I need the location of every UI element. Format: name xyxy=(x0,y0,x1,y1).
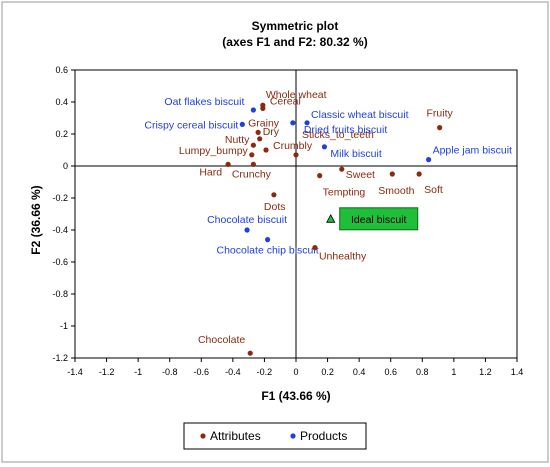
x-tick-label: 1.2 xyxy=(479,367,492,377)
x-axis-label: F1 (43.66 %) xyxy=(261,389,330,403)
x-tick-label: -1 xyxy=(134,367,142,377)
point-tempting xyxy=(317,173,323,179)
label-hard: Hard xyxy=(199,166,222,178)
label-sweet: Sweet xyxy=(346,169,375,181)
points xyxy=(225,102,443,356)
label-crunchy: Crunchy xyxy=(232,168,272,180)
label-cereal: Cereal xyxy=(270,95,301,107)
label-dried-fruits-biscuit: Dried fruits biscuit xyxy=(304,124,388,136)
x-tick-label: 0.8 xyxy=(416,367,429,377)
legend: Attributes Products xyxy=(183,422,367,450)
label-chocolate-biscuit: Chocolate biscuit xyxy=(207,214,287,226)
point-sweet xyxy=(339,166,345,172)
y-tick-label: -0.4 xyxy=(52,225,68,235)
label-dry: Dry xyxy=(263,126,280,138)
point-chocolate-biscuit xyxy=(244,227,250,233)
x-tick-label: 0.2 xyxy=(321,367,334,377)
x-tick-label: 0.6 xyxy=(384,367,397,377)
chart-title: Symmetric plot xyxy=(252,19,339,33)
y-tick-label: -1.2 xyxy=(52,353,68,363)
point-soft xyxy=(416,171,422,177)
label-milk-biscuit: Milk biscuit xyxy=(330,148,381,160)
y-tick-label: 0.2 xyxy=(55,129,68,139)
point-dry xyxy=(257,136,263,142)
x-tick-label: -0.6 xyxy=(194,367,210,377)
y-tick-label: 0.4 xyxy=(55,97,68,107)
y-axis-label: F2 (36.66 %) xyxy=(29,185,43,254)
label-classic-wheat-biscuit: Classic wheat biscuit xyxy=(311,109,409,121)
label-chocolate: Chocolate xyxy=(198,334,245,346)
x-tick-label: 1 xyxy=(451,367,456,377)
label-chocolate-chip-biscuit: Chocolate chip biscuit xyxy=(217,245,319,257)
legend-attributes-marker xyxy=(200,433,206,439)
ideal-marker: Ideal biscuit xyxy=(326,207,419,231)
label-soft: Soft xyxy=(424,184,443,196)
y-tick-label: -0.8 xyxy=(52,289,68,299)
label-crumbly: Crumbly xyxy=(273,140,313,152)
point-dried-fruits-biscuit xyxy=(290,120,296,126)
label-crispy-cereal-biscuit: Crispy cereal biscuit xyxy=(144,119,238,131)
legend-attributes-label: Attributes xyxy=(210,429,261,443)
x-tick-label: -1.4 xyxy=(67,367,83,377)
point-smooth xyxy=(389,171,395,177)
legend-products-label: Products xyxy=(300,429,347,443)
label-tempting: Tempting xyxy=(323,187,366,199)
point-chocolate xyxy=(247,350,253,356)
y-tick-label: -1 xyxy=(60,321,68,331)
x-tick-label: -0.8 xyxy=(162,367,178,377)
x-tick-label: -0.4 xyxy=(225,367,241,377)
x-tick-label: -0.2 xyxy=(257,367,273,377)
point-fruity xyxy=(437,125,443,131)
point-classic-wheat-biscuit xyxy=(304,120,310,126)
point-crispy-cereal-biscuit xyxy=(239,121,245,127)
y-tick-label: -0.2 xyxy=(52,193,68,203)
point-crumbly xyxy=(263,147,269,153)
point-unhealthy xyxy=(312,245,318,251)
label-sticks-to-teeth: Sticks_to_teeth xyxy=(302,129,374,141)
point-apple-jam-biscuit xyxy=(426,157,432,163)
y-tick-label: -0.6 xyxy=(52,257,68,267)
label-apple-jam-biscuit: Apple jam biscuit xyxy=(433,145,512,157)
ideal-triangle-icon xyxy=(326,213,336,223)
label-unhealthy: Unhealthy xyxy=(319,251,367,263)
point-dots xyxy=(271,192,277,198)
x-tick-label: 0.4 xyxy=(353,367,366,377)
label-smooth: Smooth xyxy=(378,185,414,197)
label-dots: Dots xyxy=(264,201,286,213)
point-hard xyxy=(225,161,231,167)
axes: -1.4 -1.2 -1 -0.8 -0.6 -0.4 -0.2 0 0.2 0.4 0.6 0.8 1… xyxy=(52,65,523,377)
x-tick-label: 0 xyxy=(293,367,298,377)
chart-subtitle: (axes F1 and F2: 80.32 %) xyxy=(222,35,367,49)
point-nutty xyxy=(250,142,256,148)
point-grainy xyxy=(255,129,261,135)
label-whole-wheat: Whole wheat xyxy=(266,89,327,101)
y-tick-label: 0 xyxy=(63,161,68,171)
ideal-label: Ideal biscuit xyxy=(351,214,407,226)
point-milk-biscuit xyxy=(321,144,328,150)
y-tick-label: 0.6 xyxy=(55,65,68,75)
label-grainy: Grainy xyxy=(248,117,280,129)
legend-box xyxy=(183,422,367,450)
label-nutty: Nutty xyxy=(225,134,250,146)
point-chocolate-chip-biscuit xyxy=(264,237,271,243)
point-sticks-to-teeth xyxy=(293,152,299,158)
label-oat-flakes-biscuit: Oat flakes biscuit xyxy=(164,96,244,108)
ideal-label-box xyxy=(339,207,419,231)
label-lumpy-bumpy: Lumpy_bumpy xyxy=(179,145,249,157)
x-tick-label: -1.2 xyxy=(99,367,115,377)
label-fruity: Fruity xyxy=(427,108,454,120)
x-tick-label: 1.4 xyxy=(511,367,524,377)
legend-products-marker xyxy=(290,433,296,439)
point-cereal xyxy=(260,105,266,111)
point-oat-flakes-biscuit xyxy=(250,107,256,113)
point-lumpy-bumpy xyxy=(249,152,255,158)
point-crunchy xyxy=(250,161,256,167)
